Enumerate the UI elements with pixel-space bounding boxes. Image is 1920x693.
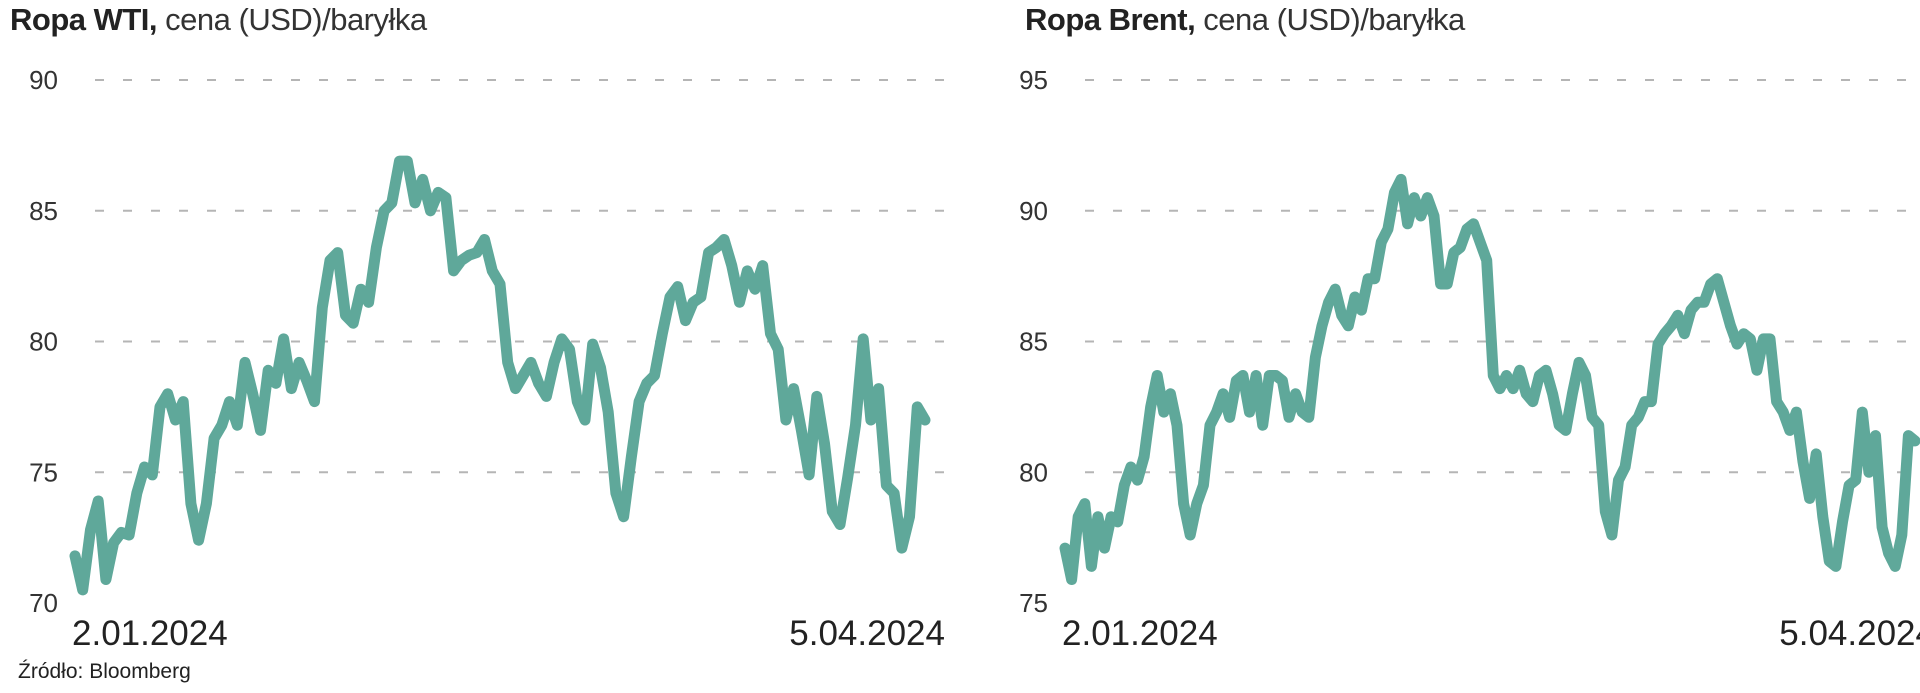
brent-title-bold: Ropa Brent, [1025,2,1196,37]
brent-line-chart: 95 90 85 80 75 2.01.2024 5.04.2024 [1019,65,1920,653]
y-tick-label: 90 [1019,196,1048,226]
wti-chart-title: Ropa WTI, cena (USD)/baryłka [10,2,427,38]
x-end-label: 5.04.2024 [1779,614,1920,653]
y-tick-label: 95 [1019,65,1048,95]
source-note: Źródło: Bloomberg [18,660,191,683]
price-series-line [1059,173,1920,585]
brent-chart-title: Ropa Brent, cena (USD)/baryłka [1025,2,1465,38]
x-start-label: 2.01.2024 [72,614,228,653]
wti-title-rest: cena (USD)/baryłka [157,2,427,37]
brent-title-rest: cena (USD)/baryłka [1195,2,1465,37]
price-series-line [69,155,931,596]
wti-title-bold: Ropa WTI, [10,2,158,37]
y-tick-label: 75 [1019,588,1048,618]
y-tick-label: 85 [1019,327,1048,357]
y-tick-label: 75 [29,457,58,487]
y-tick-label: 70 [29,588,58,618]
y-tick-label: 80 [29,327,58,357]
x-start-label: 2.01.2024 [1062,614,1218,653]
y-tick-label: 80 [1019,457,1048,487]
y-tick-label: 90 [29,65,58,95]
wti-line-chart: 90 85 80 75 70 2.01.2024 5.04.2024 [29,65,945,653]
x-end-label: 5.04.2024 [789,614,945,653]
y-tick-label: 85 [29,196,58,226]
